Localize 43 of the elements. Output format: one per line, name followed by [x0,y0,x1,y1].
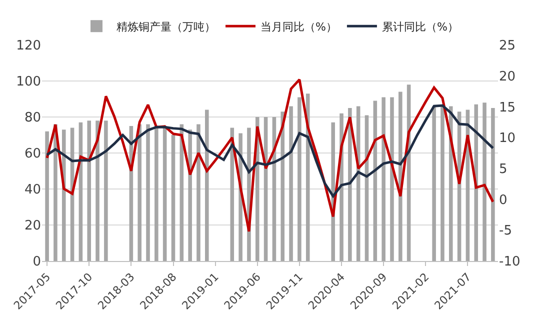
bar [482,102,486,261]
bar [298,97,302,261]
y2-tick-label: 15 [499,100,516,116]
bar [45,131,49,261]
legend-label: 当月同比（%） [260,20,337,34]
bar [87,120,92,261]
bar [280,112,285,261]
y2-tick-label: 0 [499,192,508,208]
bar [162,128,167,261]
bar [96,120,100,261]
y2-tick-label: 10 [499,131,516,146]
y2-tick-label: 20 [499,69,516,84]
bar [154,126,158,261]
line-series [46,104,494,198]
y-tick-label: 120 [16,38,41,54]
bar [474,104,478,261]
bar [171,135,176,261]
y2-tick-label: 25 [499,38,516,54]
bar [289,106,293,261]
bar [491,108,495,261]
y-tick-label: 60 [24,146,41,162]
y2-tick-label: 5 [499,162,508,177]
y-tick-label: 100 [16,74,41,90]
bar [382,97,386,261]
bar [398,92,402,261]
bar [146,124,150,261]
bar [432,106,436,261]
bar [205,110,209,261]
legend-label: 精炼铜产量（万吨） [116,20,216,34]
bar [196,124,200,261]
y-tick-label: 20 [24,218,41,234]
legend-label: 累计同比（%） [382,20,458,34]
y2-tick-label: -10 [499,254,520,270]
bar [138,124,142,261]
bar [104,120,108,261]
bar [390,97,394,261]
y2-tick-label: -5 [499,224,512,239]
y-tick-label: 80 [24,110,41,126]
y-tick-label: 40 [24,182,41,198]
line-series [46,78,494,233]
bar [188,130,192,261]
y-tick-label: 0 [32,254,41,270]
bar [440,106,444,261]
